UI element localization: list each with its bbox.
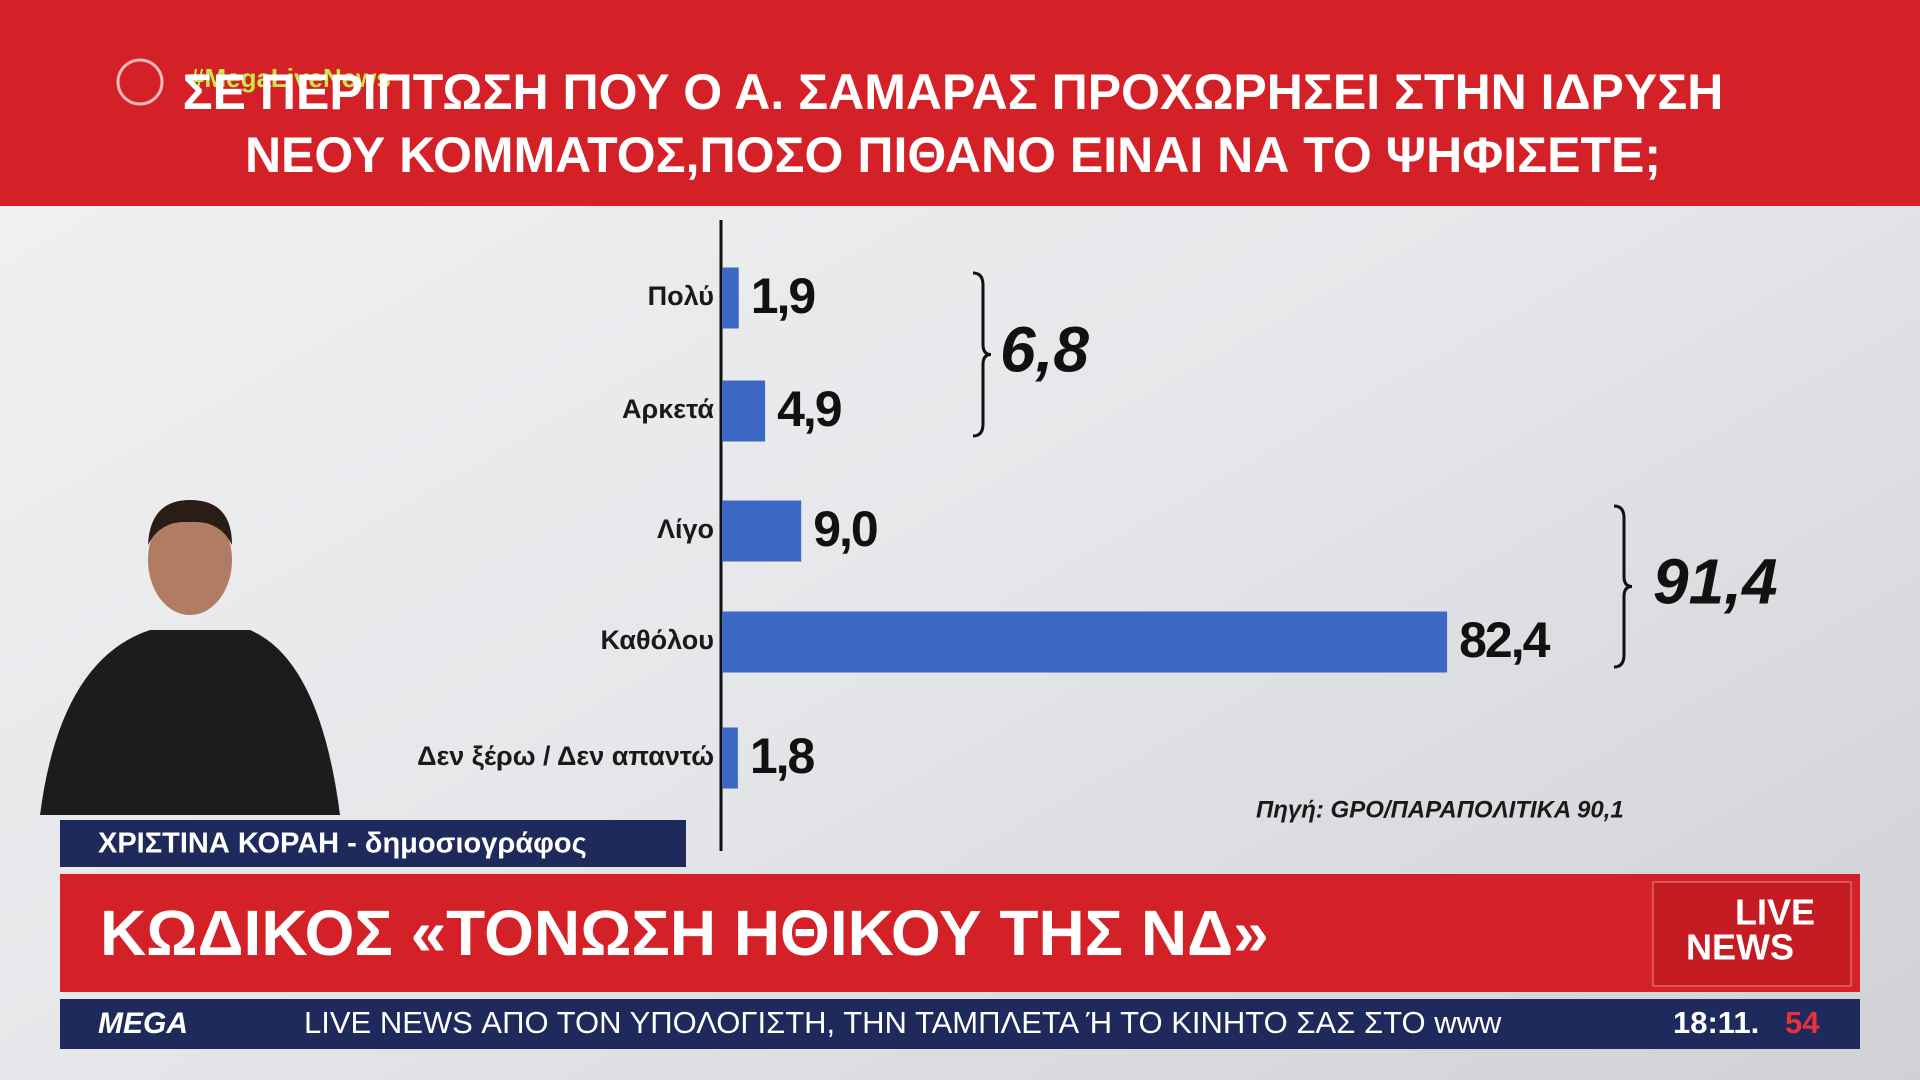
hashtag: #MegaLiveNews xyxy=(190,63,391,93)
value-label: 82,4 xyxy=(1459,612,1551,668)
ticker-bar xyxy=(60,999,1860,1049)
bar xyxy=(722,380,766,442)
name-strap xyxy=(60,820,686,867)
clock-time: 18:11. xyxy=(1673,1005,1759,1040)
bracket-label: 91,4 xyxy=(1653,545,1778,617)
category-label: Λίγο xyxy=(657,514,714,544)
clock-seconds: 54 xyxy=(1785,1005,1820,1040)
headline-bar xyxy=(60,874,1860,992)
value-label: 9,0 xyxy=(813,501,877,557)
name: ΧΡΙΣΤΙΝΑ ΚΟΡΑΗ - δημοσιογράφος xyxy=(98,828,587,860)
logo-text: NEWS xyxy=(1686,927,1794,968)
bar xyxy=(722,611,1448,673)
bracket-label: 6,8 xyxy=(1000,313,1089,385)
bracket xyxy=(1613,504,1633,669)
source: Πηγή: GPO/ΠΑΡΑΠΟΛΙΤΙΚΑ 90,1 xyxy=(1256,796,1624,823)
chart: Πολύ 1,9 Αρκετά 4,9 Λίγο 9,0 Καθόλου 82,4 Δεν ξέ… xyxy=(417,267,1778,789)
clock-box xyxy=(1640,999,1860,1049)
category-label: Καθόλου xyxy=(601,625,714,655)
ticker-text: LIVE NEWS ΑΠΟ ΤΟΝ ΥΠΟΛΟΓΙΣΤΗ, ΤΗΝ ΤΑΜΠΛΕ… xyxy=(304,1005,1502,1040)
live-news-logo xyxy=(1652,881,1852,987)
bracket xyxy=(972,271,992,438)
title-line: ΣΕ ΠΕΡΙΠΤΩΣΗ ΠΟΥ Ο Α. ΣΑΜΑΡΑΣ ΠΡΟΧΩΡΗΣΕΙ… xyxy=(183,64,1724,120)
headline: ΚΩΔΙΚΟΣ «ΤΟΝΩΣΗ ΗΘΙΚΟΥ ΤΗΣ ΝΔ» xyxy=(100,897,1269,969)
category-label: Δεν ξέρω / Δεν απαντώ xyxy=(417,741,714,771)
bar xyxy=(722,267,739,329)
value-label: 1,9 xyxy=(751,268,815,324)
value-label: 4,9 xyxy=(777,381,841,437)
channel-logo xyxy=(116,58,164,106)
title-line: ΝΕΟΥ ΚΟΜΜΑΤΟΣ,ΠΟΣΟ ΠΙΘΑΝΟ ΕΙΝΑΙ ΝΑ ΤΟ ΨΗ… xyxy=(245,127,1661,183)
logo-text: LIVE xyxy=(1735,892,1815,933)
header-bar xyxy=(0,0,1920,206)
bar xyxy=(722,727,738,789)
bar xyxy=(722,500,802,562)
category-label: Αρκετά xyxy=(622,394,714,424)
category-label: Πολύ xyxy=(648,281,714,311)
value-label: 1,8 xyxy=(750,728,815,784)
signer xyxy=(40,500,340,815)
channel-name: MEGA xyxy=(98,1007,188,1040)
